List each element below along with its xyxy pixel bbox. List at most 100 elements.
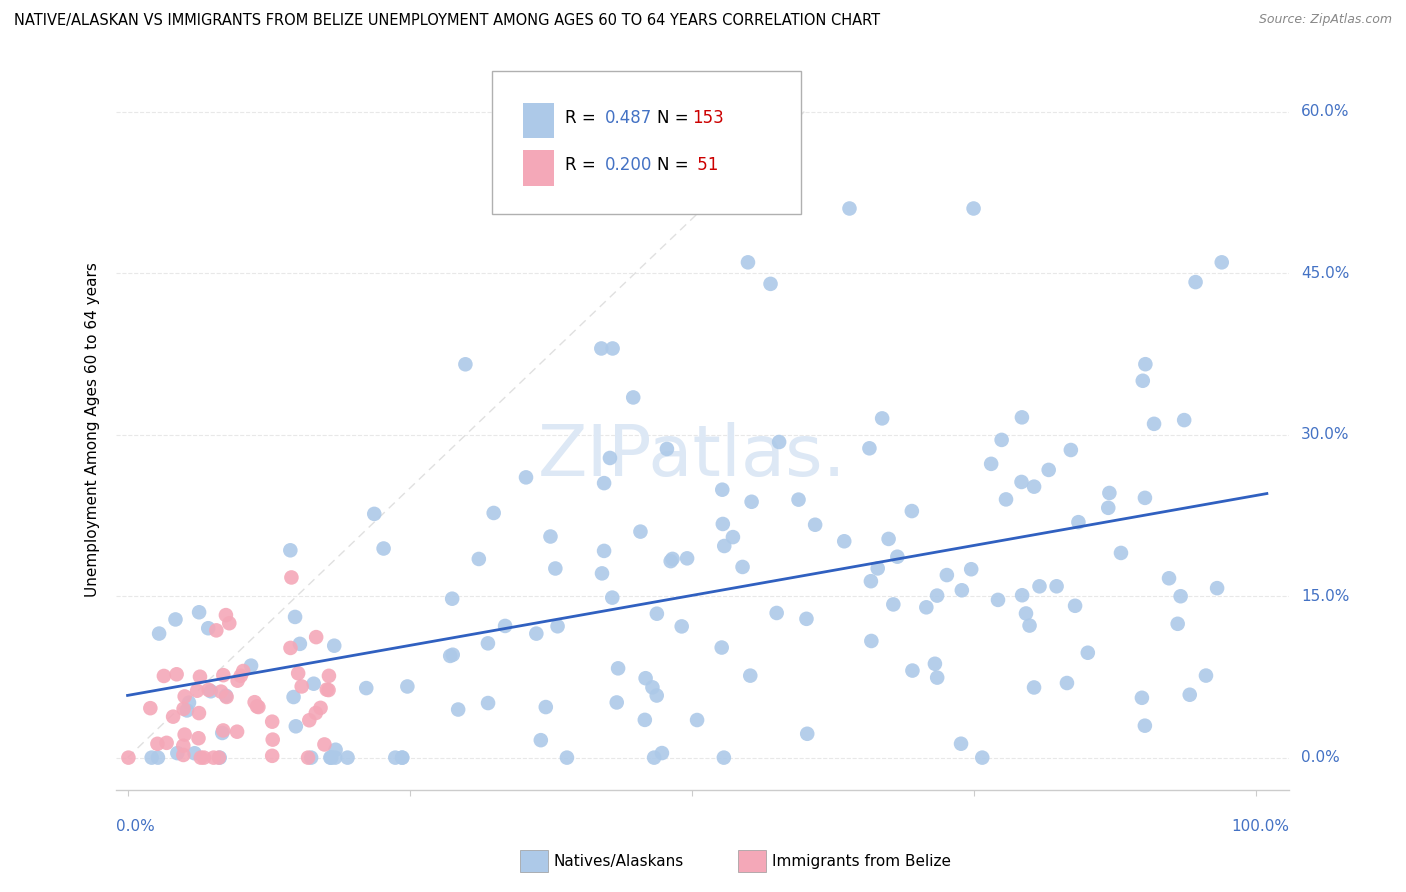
Point <box>354 681 377 695</box>
Point <box>990 433 1012 447</box>
Text: N =: N = <box>657 156 693 174</box>
Point <box>226 724 249 739</box>
Point <box>634 671 657 685</box>
Point <box>621 391 644 405</box>
Point <box>1077 646 1099 660</box>
Point <box>980 457 1002 471</box>
Point <box>172 739 194 753</box>
Point <box>190 750 212 764</box>
Point <box>870 411 893 425</box>
Point <box>396 680 419 694</box>
Point <box>205 624 228 638</box>
Point <box>262 748 284 763</box>
Point <box>859 574 882 589</box>
Point <box>593 476 616 491</box>
Point <box>1056 676 1078 690</box>
Point <box>737 255 759 269</box>
Point <box>927 671 949 685</box>
Point <box>515 470 537 484</box>
Point <box>1184 275 1206 289</box>
Point <box>454 357 477 371</box>
Point <box>1018 618 1040 632</box>
Point <box>148 626 170 640</box>
Point <box>1211 255 1233 269</box>
Point <box>247 700 270 714</box>
Point <box>600 591 623 605</box>
Point <box>1011 410 1033 425</box>
Point <box>193 750 215 764</box>
Point <box>1060 442 1083 457</box>
Point <box>287 666 309 681</box>
Point <box>731 560 754 574</box>
Point <box>212 668 235 682</box>
Point <box>534 700 557 714</box>
Point <box>188 670 211 684</box>
Point <box>972 750 994 764</box>
Point <box>1022 681 1045 695</box>
Point <box>924 657 946 671</box>
Point <box>1028 579 1050 593</box>
Point <box>524 626 547 640</box>
Point <box>1206 581 1229 595</box>
Point <box>208 750 231 764</box>
Point <box>173 702 195 716</box>
Point <box>676 551 699 566</box>
Point <box>218 616 240 631</box>
Y-axis label: Unemployment Among Ages 60 to 64 years: Unemployment Among Ages 60 to 64 years <box>86 261 100 597</box>
Point <box>280 570 302 584</box>
Point <box>187 731 209 746</box>
Point <box>229 669 252 683</box>
Point <box>641 681 664 695</box>
Point <box>599 450 621 465</box>
Point <box>284 719 307 733</box>
Point <box>373 541 395 556</box>
Point <box>188 706 211 720</box>
Point <box>1097 500 1119 515</box>
Point <box>886 549 908 564</box>
Point <box>325 743 347 757</box>
Point <box>1011 588 1033 602</box>
Text: 45.0%: 45.0% <box>1301 266 1350 281</box>
Point <box>796 612 818 626</box>
Point <box>591 566 613 581</box>
Text: 100.0%: 100.0% <box>1232 819 1289 834</box>
Point <box>494 619 516 633</box>
Point <box>336 750 359 764</box>
Point <box>544 561 567 575</box>
Point <box>441 648 464 662</box>
Point <box>591 342 613 356</box>
Point <box>243 695 266 709</box>
Point <box>1133 491 1156 505</box>
Point <box>877 532 900 546</box>
Point <box>901 664 924 678</box>
Text: 60.0%: 60.0% <box>1301 104 1350 120</box>
Point <box>741 495 763 509</box>
Point <box>634 713 657 727</box>
Text: 51: 51 <box>692 156 718 174</box>
Point <box>188 605 211 619</box>
Point <box>787 492 810 507</box>
Point <box>713 539 735 553</box>
Point <box>153 669 176 683</box>
Point <box>314 738 336 752</box>
Point <box>172 747 194 762</box>
Point <box>197 682 219 697</box>
Point <box>166 746 188 760</box>
Point <box>1022 480 1045 494</box>
Point <box>645 689 668 703</box>
Text: 0.487: 0.487 <box>605 109 652 127</box>
Point <box>156 736 179 750</box>
Text: 0.200: 0.200 <box>605 156 652 174</box>
Point <box>1173 413 1195 427</box>
Point <box>215 690 238 704</box>
Point <box>1143 417 1166 431</box>
Point <box>208 750 231 764</box>
Point <box>925 589 948 603</box>
Point <box>284 610 307 624</box>
Point <box>173 690 195 704</box>
Point <box>482 506 505 520</box>
Point <box>447 702 470 716</box>
Point <box>146 737 169 751</box>
Point <box>659 554 682 568</box>
Point <box>299 750 322 764</box>
